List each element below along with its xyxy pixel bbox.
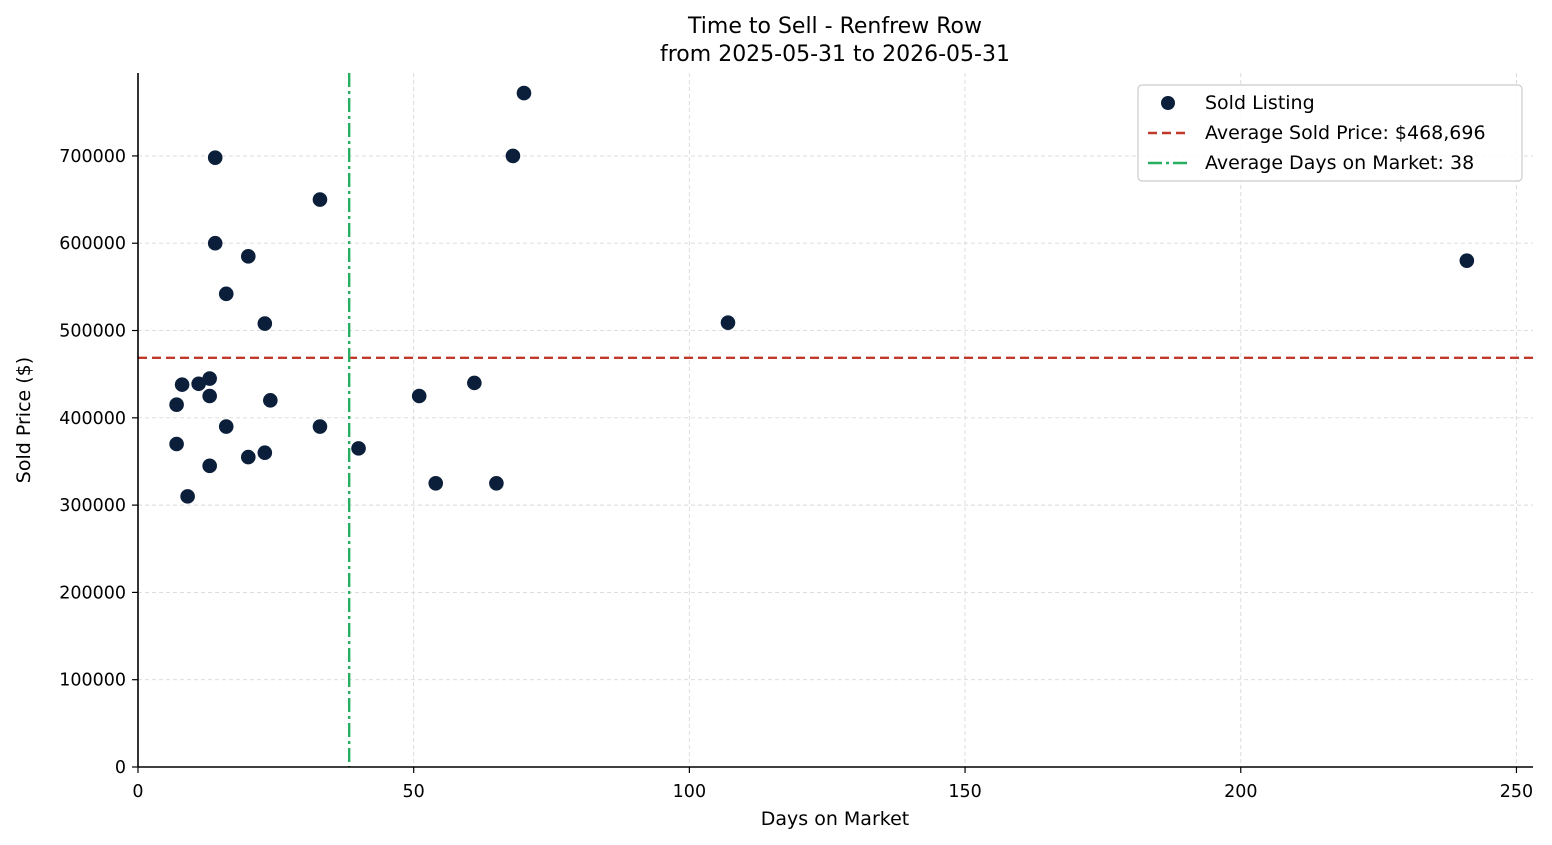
data-point bbox=[169, 436, 184, 452]
data-point bbox=[257, 316, 273, 331]
data-point bbox=[351, 441, 366, 456]
data-point bbox=[169, 397, 184, 413]
y-tick-label: 200000 bbox=[59, 583, 126, 603]
legend-marker-sold-listing bbox=[1161, 96, 1175, 110]
y-tick-label: 700000 bbox=[59, 147, 126, 167]
x-axis-ticks: 0 50 100 150 200 250 bbox=[132, 767, 1533, 802]
y-axis-ticks: 0 100000 200000 300000 400000 500000 600000 700… bbox=[59, 147, 138, 778]
data-point bbox=[174, 377, 190, 392]
data-point bbox=[505, 148, 521, 164]
data-point bbox=[257, 445, 273, 461]
data-point bbox=[720, 315, 736, 330]
data-points bbox=[169, 85, 1475, 504]
data-point bbox=[411, 388, 427, 404]
chart-title: Time to Sell - Renfrew Row bbox=[687, 14, 982, 39]
data-point bbox=[240, 249, 256, 264]
data-point bbox=[516, 85, 532, 101]
legend-label-sold-listing: Sold Listing bbox=[1205, 92, 1315, 114]
data-point bbox=[218, 286, 234, 302]
data-point bbox=[180, 489, 195, 504]
data-point bbox=[202, 458, 217, 474]
data-point bbox=[489, 475, 504, 491]
y-tick-label: 600000 bbox=[59, 234, 126, 254]
x-tick-label: 50 bbox=[403, 782, 425, 802]
x-tick-label: 250 bbox=[1500, 782, 1533, 802]
data-point bbox=[202, 371, 217, 386]
y-tick-label: 0 bbox=[115, 758, 126, 778]
data-point bbox=[428, 475, 444, 491]
legend-label-avg-price: Average Sold Price: $468,696 bbox=[1205, 122, 1486, 144]
data-point bbox=[312, 419, 328, 434]
data-point bbox=[312, 192, 328, 207]
data-point bbox=[218, 419, 234, 434]
x-tick-label: 0 bbox=[132, 782, 143, 802]
x-axis-label: Days on Market bbox=[761, 808, 909, 830]
data-point bbox=[467, 375, 482, 391]
reference-lines bbox=[138, 73, 1533, 767]
x-tick-label: 100 bbox=[673, 782, 706, 802]
data-point bbox=[240, 449, 256, 465]
chart-subtitle: from 2025-05-31 to 2026-05-31 bbox=[660, 42, 1010, 67]
legend: Sold Listing Average Sold Price: $468,69… bbox=[1137, 84, 1523, 182]
data-point bbox=[207, 235, 223, 251]
y-tick-label: 100000 bbox=[59, 671, 126, 691]
y-tick-label: 400000 bbox=[59, 409, 126, 429]
data-point bbox=[207, 150, 223, 165]
data-point bbox=[263, 393, 278, 408]
data-point bbox=[191, 376, 206, 392]
data-point bbox=[202, 388, 217, 404]
y-axis-label: Sold Price ($) bbox=[13, 357, 35, 483]
legend-box bbox=[1137, 84, 1523, 182]
x-tick-label: 200 bbox=[1224, 782, 1257, 802]
x-tick-label: 150 bbox=[948, 782, 981, 802]
legend-label-avg-days: Average Days on Market: 38 bbox=[1205, 152, 1474, 174]
grid bbox=[138, 73, 1533, 767]
y-tick-label: 300000 bbox=[59, 496, 126, 516]
y-tick-label: 500000 bbox=[59, 322, 126, 342]
data-point bbox=[1459, 253, 1475, 268]
